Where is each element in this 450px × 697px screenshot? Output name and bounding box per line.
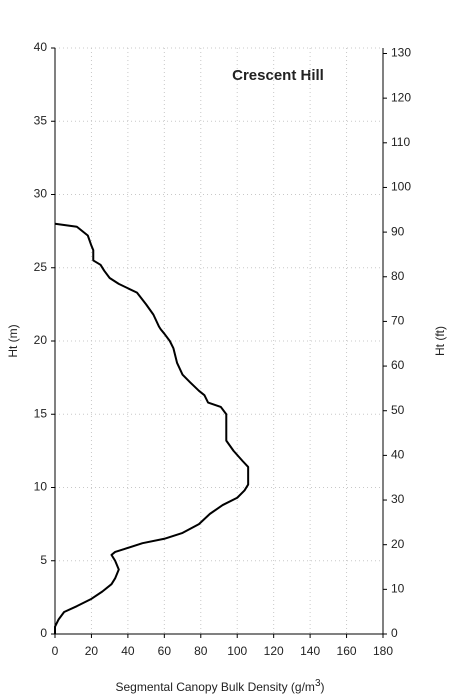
x-tick-label: 180 xyxy=(373,644,393,658)
y2-tick-label: 30 xyxy=(391,492,405,506)
y2-tick-label: 50 xyxy=(391,403,405,417)
y-tick-label: 10 xyxy=(34,480,48,494)
x-tick-label: 140 xyxy=(300,644,320,658)
y2-tick-label: 80 xyxy=(391,269,405,283)
y2-tick-label: 10 xyxy=(391,582,405,596)
x-tick-label: 20 xyxy=(85,644,99,658)
y2-tick-label: 0 xyxy=(391,626,398,640)
chart-title: Crescent Hill xyxy=(232,67,324,84)
y-tick-label: 35 xyxy=(34,113,48,127)
y-tick-label: 30 xyxy=(34,187,48,201)
y2-tick-label: 110 xyxy=(391,135,410,149)
x-tick-label: 160 xyxy=(337,644,357,658)
y-tick-label: 40 xyxy=(34,40,48,54)
y2-tick-label: 130 xyxy=(391,46,411,60)
y2-tick-label: 70 xyxy=(391,314,405,328)
y-tick-label: 20 xyxy=(34,333,48,347)
x-axis-label: Segmental Canopy Bulk Density (g/m3) xyxy=(116,678,325,695)
y2-tick-label: 100 xyxy=(391,180,411,194)
y2-tick-label: 90 xyxy=(391,224,405,238)
y-tick-label: 0 xyxy=(40,626,47,640)
y2-tick-label: 40 xyxy=(391,448,405,462)
y2-tick-label: 60 xyxy=(391,358,405,372)
x-tick-label: 60 xyxy=(158,644,172,658)
x-tick-label: 120 xyxy=(264,644,284,658)
y2-axis-label: Ht (ft) xyxy=(433,326,447,356)
y-axis-label: Ht (m) xyxy=(6,324,20,357)
y-tick-label: 5 xyxy=(40,553,47,567)
data-line xyxy=(54,222,250,634)
y2-tick-label: 20 xyxy=(391,537,405,551)
x-axis-label-end: ) xyxy=(321,680,325,694)
x-tick-label: 100 xyxy=(227,644,247,658)
y-tick-label: 15 xyxy=(34,406,48,420)
x-axis-label-main: Segmental Canopy Bulk Density (g/m xyxy=(116,680,315,694)
x-axis-label-sup: 3 xyxy=(315,678,321,689)
y2-tick-label: 120 xyxy=(391,90,411,104)
x-tick-label: 80 xyxy=(194,644,208,658)
y-tick-label: 25 xyxy=(34,260,48,274)
x-tick-label: 0 xyxy=(52,644,59,658)
x-tick-label: 40 xyxy=(121,644,135,658)
